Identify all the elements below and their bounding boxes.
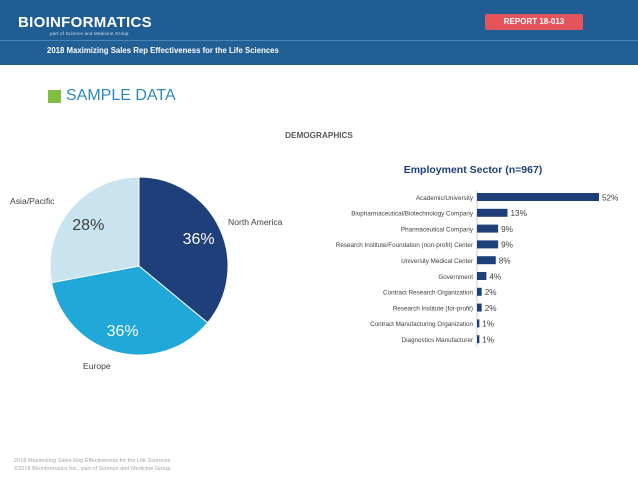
bar-category-label: Contract Manufacturing Organization — [370, 321, 473, 328]
bar-value-label: 9% — [501, 225, 513, 234]
bar-category-label: Research Institute/Foundation (non-profi… — [336, 242, 473, 249]
logo-tagline: part of Science and Medicine Group — [50, 31, 129, 36]
report-header: BIOINFORMATICS part of Science and Medic… — [0, 0, 638, 65]
bar-category-label: Contract Research Organization — [383, 290, 473, 297]
bar — [477, 303, 482, 312]
pie-legend-label: North America — [228, 217, 283, 227]
demographics-title: DEMOGRAPHICS — [285, 131, 353, 140]
bar — [477, 335, 480, 344]
bar — [477, 272, 487, 280]
bar-value-label: 4% — [489, 272, 501, 281]
bar — [477, 240, 499, 249]
section-square-icon — [48, 90, 61, 103]
report-number-badge: REPORT 18-013 — [485, 14, 583, 30]
bar-value-label: 1% — [482, 320, 494, 329]
bar-value-label: 13% — [511, 209, 527, 218]
pie-legend-label: Asia/Pacific — [10, 196, 55, 206]
pie-slice — [138, 176, 229, 324]
bar — [477, 208, 508, 217]
footer-line: 2018 Maximizing Sales Rep Effectiveness … — [14, 458, 171, 464]
bar-value-label: 9% — [501, 241, 513, 250]
bar — [477, 224, 499, 233]
footer-copyright: ©2018 BioInformatics Inc., part of Scien… — [14, 466, 171, 472]
bar-category-label: Academic/University — [416, 195, 474, 202]
bar-chart-title: Employment Sector (n=967) — [404, 164, 543, 176]
bar — [477, 287, 482, 296]
pie-value-label: 28% — [72, 217, 104, 234]
bar-category-label: Biopharmaceutical/Biotechnology Company — [351, 211, 474, 218]
bar-category-label: Research Institute (for-profit) — [393, 305, 473, 312]
pie-value-label: 36% — [107, 323, 139, 340]
bar-category-label: Pharmaceutical Company — [401, 226, 474, 233]
bar-value-label: 52% — [602, 193, 618, 202]
section-title: SAMPLE DATA — [66, 87, 176, 104]
report-subtitle: 2018 Maximizing Sales Rep Effectiveness … — [47, 46, 279, 55]
bar-value-label: 2% — [485, 288, 497, 297]
pie-value-label: 36% — [183, 231, 215, 248]
pie-legend-label: Europe — [83, 361, 111, 371]
bar — [477, 256, 496, 265]
bar — [477, 193, 599, 201]
bioinformatics-logo: BIOINFORMATICS — [18, 14, 152, 31]
header-subtitle-band — [0, 40, 638, 65]
pie-slice — [49, 176, 140, 284]
bar-category-label: Government — [438, 274, 473, 281]
bar-value-label: 2% — [485, 304, 497, 313]
bar-value-label: 1% — [482, 336, 494, 345]
bar-category-label: Diagnostics Manufacturer — [402, 337, 473, 344]
pie-slice — [50, 265, 209, 356]
bar — [477, 319, 480, 328]
bar-value-label: 8% — [499, 257, 511, 266]
bar-category-label: University Medical Center — [401, 258, 473, 265]
